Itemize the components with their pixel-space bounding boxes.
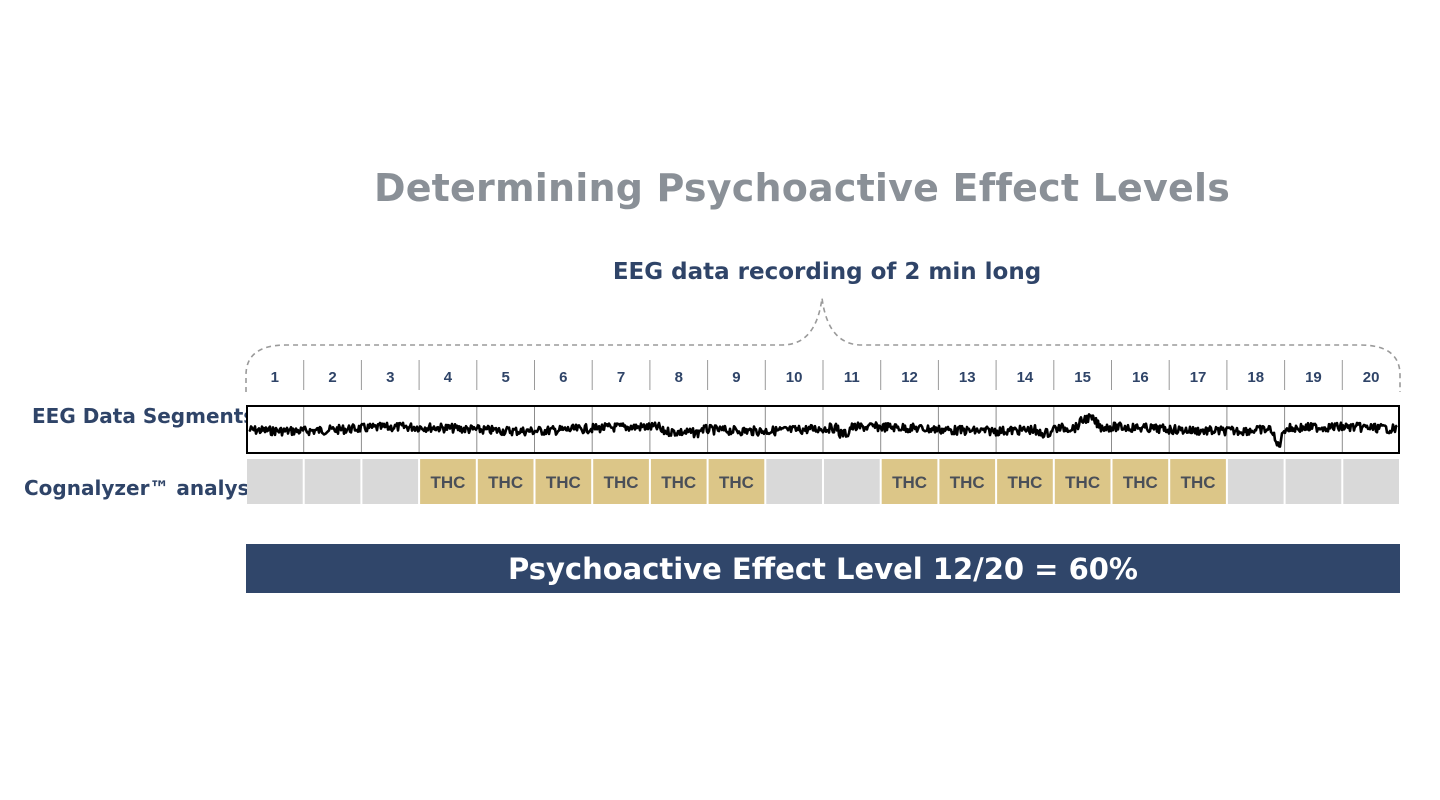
- cell-fill: [1170, 459, 1226, 504]
- thc-cell: THC: [1112, 459, 1169, 504]
- empty-cell: [247, 459, 303, 504]
- cell-label: THC: [1181, 473, 1216, 492]
- thc-cell: THC: [997, 459, 1053, 504]
- cell-fill: [593, 459, 649, 504]
- thc-cell: THC: [477, 459, 534, 504]
- page-title: Determining Psychoactive Effect Levels: [373, 166, 1231, 210]
- cell-label: THC: [488, 473, 523, 492]
- segment-number: 10: [786, 369, 803, 386]
- cell-label: THC: [950, 473, 985, 492]
- segment-number: 6: [559, 369, 567, 386]
- segment-number: 19: [1305, 369, 1322, 386]
- cell-label: THC: [661, 473, 696, 492]
- thc-cell: THC: [881, 459, 938, 504]
- cell-fill: [362, 459, 419, 504]
- eeg-segments-label: EEG Data Segments: [32, 404, 256, 428]
- segment-number: 3: [386, 369, 394, 386]
- recording-brace: [245, 297, 1401, 392]
- cell-fill: [535, 459, 592, 504]
- result-banner: Psychoactive Effect Level 12/20 = 60%: [246, 544, 1400, 593]
- cell-fill: [247, 459, 303, 504]
- segment-number: 14: [1017, 369, 1034, 386]
- cell-fill: [1227, 459, 1284, 504]
- cell-label: THC: [430, 473, 465, 492]
- segment-number: 7: [617, 369, 625, 386]
- thc-cell: THC: [650, 459, 707, 504]
- cell-fill: [1343, 459, 1399, 504]
- cell-fill: [1285, 459, 1342, 504]
- thc-cell: THC: [1054, 459, 1111, 504]
- segment-number: 2: [328, 369, 336, 386]
- empty-cell: [1285, 459, 1342, 504]
- segment-number: 8: [675, 369, 683, 386]
- segment-number: 16: [1132, 369, 1149, 386]
- eeg-trace: [248, 413, 1398, 448]
- segment-number: 1: [271, 369, 279, 386]
- thc-cell: THC: [939, 459, 996, 504]
- cell-fill: [766, 459, 822, 504]
- cell-fill: [708, 459, 765, 504]
- cell-fill: [824, 459, 880, 504]
- cell-fill: [304, 459, 361, 504]
- cell-fill: [650, 459, 707, 504]
- thc-cell: THC: [593, 459, 649, 504]
- cognalyzer-analysis-label: Cognalyzer™ analysis: [24, 476, 269, 500]
- empty-cell: [1343, 459, 1399, 504]
- cell-label: THC: [1123, 473, 1158, 492]
- segment-number: 5: [501, 369, 509, 386]
- cell-label: THC: [1065, 473, 1100, 492]
- cell-fill: [997, 459, 1053, 504]
- cell-fill: [1054, 459, 1111, 504]
- empty-cell: [362, 459, 419, 504]
- cell-label: THC: [892, 473, 927, 492]
- cell-label: THC: [719, 473, 754, 492]
- segment-number: 13: [959, 369, 976, 386]
- eeg-waveform-strip: [246, 405, 1400, 454]
- segment-number: 4: [444, 369, 453, 386]
- empty-cell: [824, 459, 880, 504]
- segment-number: 12: [901, 369, 918, 386]
- segment-number: 17: [1190, 369, 1207, 386]
- segment-number: 9: [732, 369, 740, 386]
- segment-number: 18: [1247, 369, 1264, 386]
- brace-outline: [245, 297, 1401, 392]
- cell-label: THC: [604, 473, 639, 492]
- cell-fill: [477, 459, 534, 504]
- segment-number: 11: [844, 369, 860, 386]
- empty-cell: [1227, 459, 1284, 504]
- cell-label: THC: [1007, 473, 1042, 492]
- segment-number: 15: [1074, 369, 1091, 386]
- cell-fill: [420, 459, 476, 504]
- segment-numbers: 1 2 3 4 5 6 7 8 9 10 11 12 13 14 15 16 17 18 19 20: [271, 360, 1380, 390]
- cell-label: THC: [546, 473, 581, 492]
- recording-subtitle: EEG data recording of 2 min long: [612, 259, 1042, 285]
- segment-number: 20: [1363, 369, 1380, 386]
- empty-cell: [766, 459, 822, 504]
- analysis-cells: THC THC THC THC THC THC THC THC THC THC THC THC: [247, 459, 1399, 504]
- cell-fill: [939, 459, 996, 504]
- thc-cell: THC: [535, 459, 592, 504]
- cell-fill: [881, 459, 938, 504]
- thc-cell: THC: [708, 459, 765, 504]
- result-text: Psychoactive Effect Level 12/20 = 60%: [508, 551, 1138, 586]
- empty-cell: [304, 459, 361, 504]
- thc-cell: THC: [420, 459, 476, 504]
- cell-fill: [1112, 459, 1169, 504]
- thc-cell: THC: [1170, 459, 1226, 504]
